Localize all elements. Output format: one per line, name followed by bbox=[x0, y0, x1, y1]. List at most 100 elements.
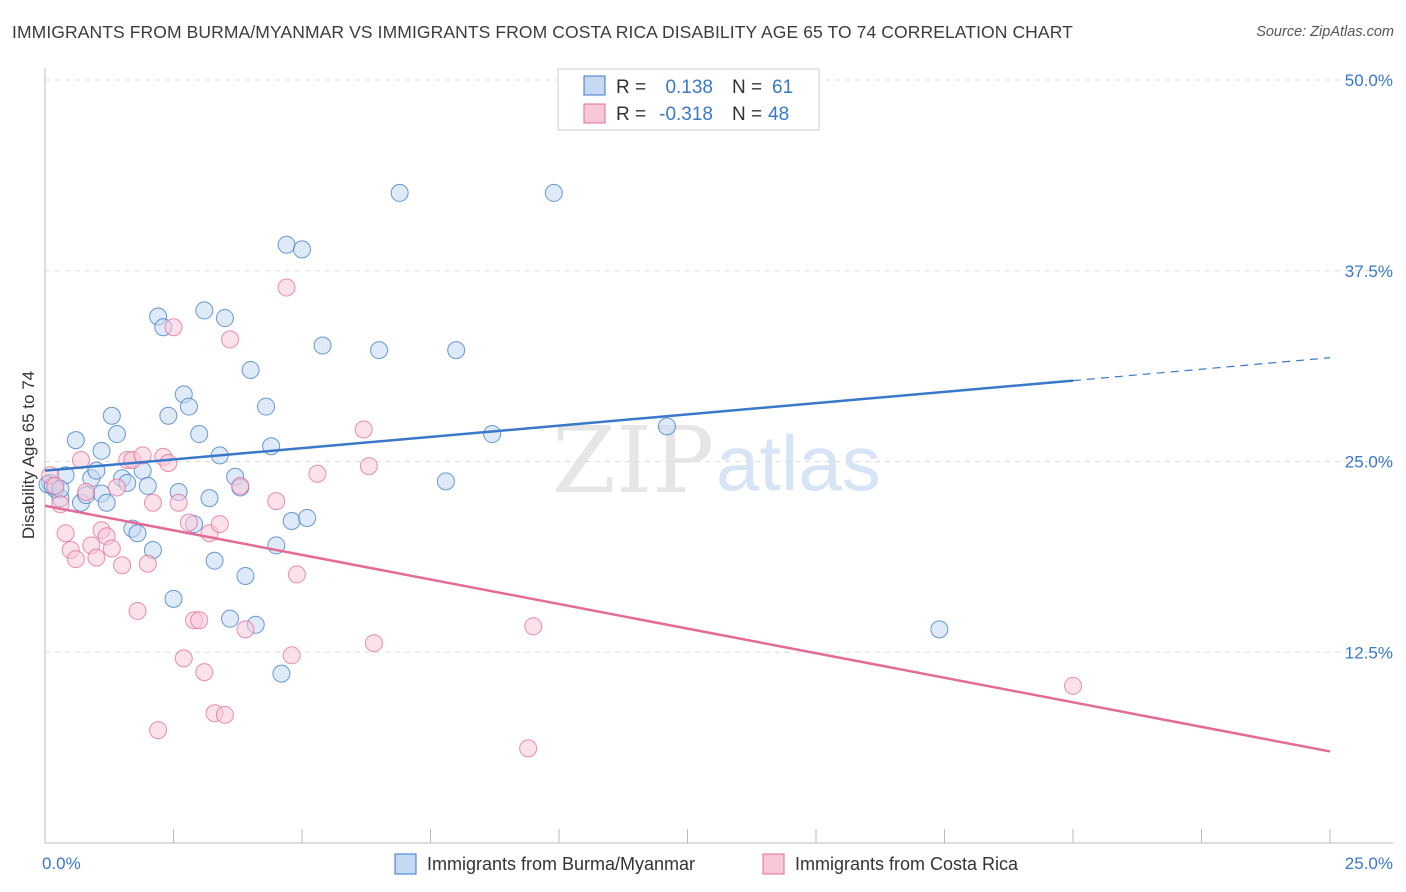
point-costa-rica bbox=[174, 649, 193, 668]
watermark-atlas: atlas bbox=[716, 419, 881, 507]
point-burma bbox=[293, 240, 311, 259]
point-burma bbox=[298, 508, 317, 527]
data-points bbox=[38, 183, 1082, 758]
point-burma bbox=[930, 620, 949, 639]
point-burma bbox=[272, 664, 291, 683]
point-costa-rica bbox=[287, 565, 306, 584]
point-costa-rica bbox=[308, 464, 327, 483]
point-costa-rica bbox=[143, 493, 162, 512]
point-costa-rica bbox=[107, 478, 126, 497]
trend-line-costa-rica bbox=[44, 504, 1331, 753]
legend-n-label-pink: N = bbox=[732, 104, 762, 125]
point-burma bbox=[195, 301, 214, 320]
point-burma bbox=[282, 512, 301, 531]
point-burma bbox=[215, 309, 234, 328]
point-burma bbox=[159, 406, 178, 425]
point-costa-rica bbox=[267, 492, 286, 511]
point-costa-rica bbox=[159, 454, 178, 473]
point-costa-rica bbox=[179, 513, 198, 532]
point-costa-rica bbox=[195, 663, 214, 682]
point-costa-rica bbox=[164, 318, 183, 337]
point-burma bbox=[92, 441, 111, 460]
point-costa-rica bbox=[133, 446, 152, 465]
point-costa-rica bbox=[77, 483, 96, 502]
point-costa-rica bbox=[102, 539, 121, 558]
point-burma bbox=[257, 397, 276, 416]
y-axis-label: Disability Age 65 to 74 bbox=[19, 371, 38, 539]
legend-n-value-pink: 48 bbox=[768, 104, 789, 125]
x-tick-label-min: 0.0% bbox=[42, 854, 81, 873]
point-burma bbox=[483, 425, 502, 444]
y-tick-label: 25.0% bbox=[1345, 453, 1393, 472]
point-costa-rica bbox=[236, 620, 255, 639]
axes bbox=[44, 68, 1393, 844]
point-burma bbox=[657, 417, 676, 436]
legend-n-value-blue: 61 bbox=[772, 77, 793, 98]
point-costa-rica bbox=[56, 524, 75, 543]
point-costa-rica bbox=[169, 493, 188, 512]
chart-title: IMMIGRANTS FROM BURMA/MYANMAR VS IMMIGRA… bbox=[12, 22, 1073, 42]
point-burma bbox=[66, 431, 85, 450]
series-legend-label-pink: Immigrants from Costa Rica bbox=[795, 854, 1019, 874]
point-costa-rica bbox=[190, 611, 209, 630]
stats-legend: R = 0.138 N = 61 R = -0.318 N = 48 bbox=[557, 68, 820, 131]
point-burma bbox=[277, 235, 296, 254]
point-burma bbox=[370, 341, 389, 360]
point-burma bbox=[164, 589, 183, 608]
point-costa-rica bbox=[113, 556, 132, 575]
point-burma bbox=[221, 609, 240, 628]
point-costa-rica bbox=[149, 721, 168, 740]
legend-n-label-blue: N = bbox=[732, 77, 762, 98]
point-costa-rica bbox=[231, 476, 250, 495]
point-costa-rica bbox=[519, 739, 538, 758]
series-legend-swatch-pink bbox=[762, 853, 785, 875]
point-costa-rica bbox=[221, 330, 240, 349]
point-costa-rica bbox=[210, 515, 229, 534]
x-tick-label-max: 25.0% bbox=[1345, 854, 1393, 873]
point-burma bbox=[107, 425, 126, 444]
y-tick-labels: 12.5% 25.0% 37.5% 50.0% bbox=[1345, 71, 1393, 662]
point-costa-rica bbox=[277, 278, 296, 297]
point-costa-rica bbox=[524, 617, 543, 636]
point-costa-rica bbox=[138, 554, 157, 573]
legend-swatch-pink bbox=[583, 103, 606, 124]
point-burma bbox=[200, 489, 219, 508]
series-legend-label-blue: Immigrants from Burma/Myanmar bbox=[427, 854, 695, 874]
legend-r-value-pink: -0.318 bbox=[659, 104, 713, 125]
point-burma bbox=[436, 472, 455, 491]
point-costa-rica bbox=[128, 602, 147, 621]
legend-r-label-pink: R = bbox=[616, 104, 646, 125]
point-burma bbox=[205, 551, 224, 570]
point-burma bbox=[544, 183, 563, 202]
point-costa-rica bbox=[66, 550, 85, 569]
point-costa-rica bbox=[87, 548, 106, 567]
point-burma bbox=[313, 336, 332, 355]
trend-line-burma-extension bbox=[1072, 357, 1331, 382]
point-costa-rica bbox=[1064, 676, 1082, 695]
point-burma bbox=[179, 397, 198, 416]
point-burma bbox=[236, 566, 255, 585]
point-burma bbox=[190, 425, 209, 444]
point-burma bbox=[447, 341, 466, 360]
point-costa-rica bbox=[364, 634, 383, 653]
legend-swatch-blue bbox=[583, 75, 606, 96]
point-burma bbox=[138, 476, 157, 495]
series-legend-swatch-blue bbox=[394, 853, 417, 875]
point-burma bbox=[102, 406, 121, 425]
point-costa-rica bbox=[282, 646, 301, 665]
y-tick-label: 37.5% bbox=[1345, 262, 1393, 281]
point-burma bbox=[128, 524, 147, 543]
source-credit: Source: ZipAtlas.com bbox=[1256, 24, 1394, 40]
y-tick-label: 12.5% bbox=[1345, 643, 1393, 662]
point-burma bbox=[390, 183, 409, 202]
trend-lines bbox=[44, 357, 1331, 753]
y-tick-label: 50.0% bbox=[1345, 71, 1393, 90]
point-costa-rica bbox=[354, 420, 373, 439]
legend-r-label-blue: R = bbox=[616, 77, 646, 98]
point-costa-rica bbox=[46, 476, 65, 495]
legend-r-value-blue: 0.138 bbox=[665, 77, 713, 98]
point-burma bbox=[97, 493, 116, 512]
point-costa-rica bbox=[359, 457, 378, 476]
trend-line-burma bbox=[44, 379, 1074, 472]
